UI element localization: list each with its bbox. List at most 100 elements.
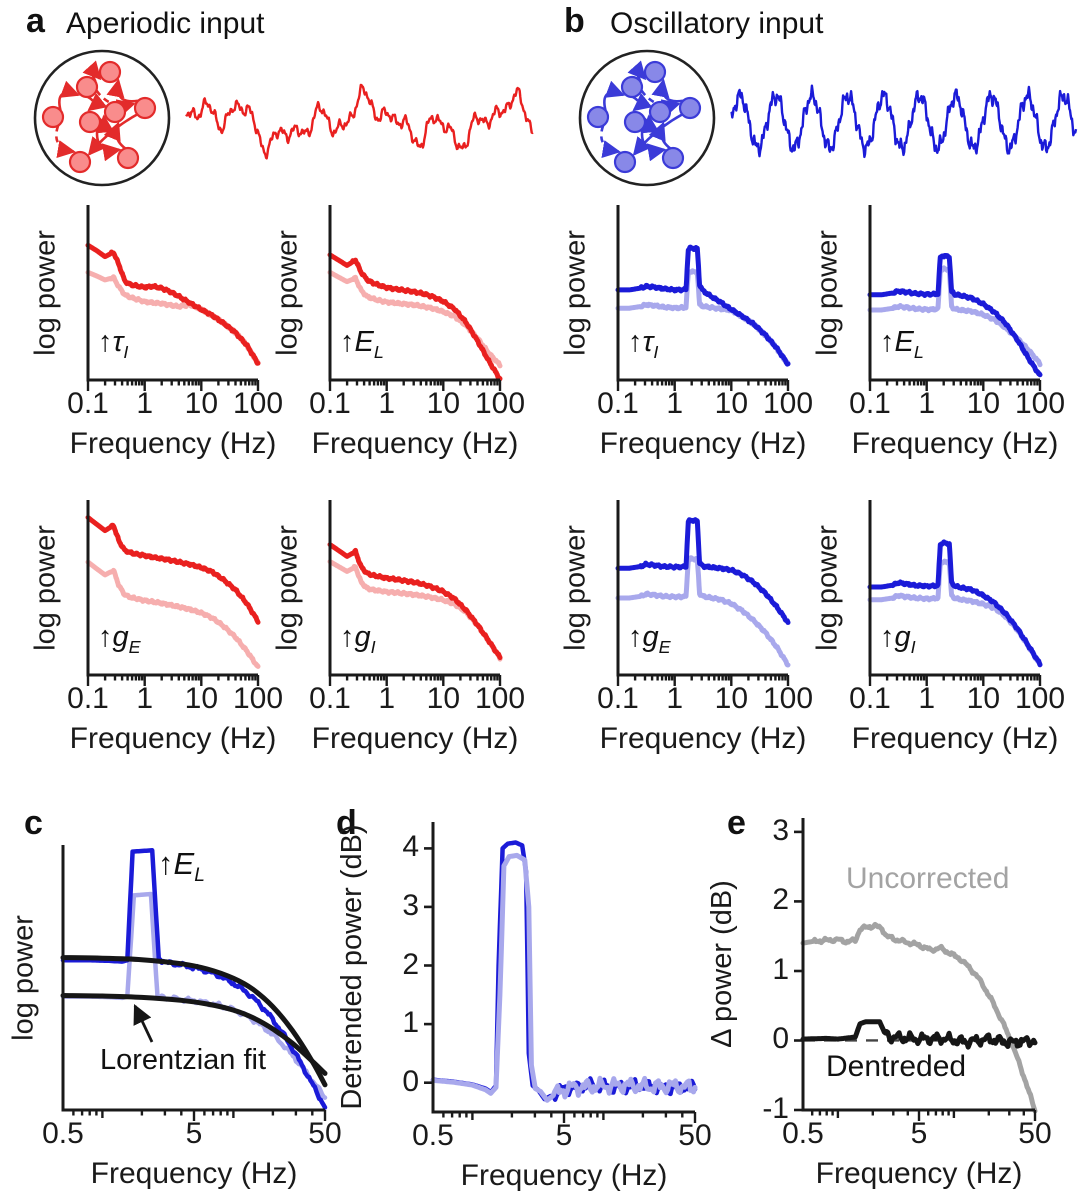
network-node <box>78 110 102 134</box>
network-connection-arrow <box>640 89 681 117</box>
up-arrow-icon: ↑ <box>98 621 113 653</box>
x-tick-label: 0.1 <box>309 682 351 715</box>
network-node <box>586 105 610 129</box>
network-connection-arrow <box>54 125 76 159</box>
panel-label-c: c <box>24 804 43 842</box>
x-tick-label: 10 <box>714 387 749 420</box>
panel-label-a: a <box>26 2 45 40</box>
network-connection-arrow <box>106 78 139 103</box>
series-increased <box>85 242 261 366</box>
network-connection-arrow <box>603 80 625 111</box>
up-arrow-icon: ↑ <box>158 846 174 881</box>
input-trace-oscillatory <box>730 84 1078 159</box>
network-boundary-circle <box>578 49 716 187</box>
param-label-b1: ↑τI <box>628 326 659 362</box>
x-tick-label: 100 <box>232 682 284 715</box>
series-increased <box>430 840 698 1102</box>
x-axis-label: Frequency (Hz) <box>599 722 807 755</box>
network-node <box>68 150 92 174</box>
x-axis-label: Frequency (Hz) <box>311 427 519 460</box>
network-connection-arrow <box>632 92 653 112</box>
spectrum-plot-b1 <box>615 205 791 391</box>
up-arrow-icon: ↑ <box>880 326 895 358</box>
x-axis-label: Frequency (Hz) <box>311 722 519 755</box>
network-node <box>648 100 672 124</box>
network-connection-arrow <box>651 78 684 103</box>
y-tick-label: 2 <box>402 947 419 981</box>
series-increased <box>85 515 261 625</box>
y-tick-label: 0 <box>402 1064 419 1098</box>
y-axis-label: Δ power (dB) <box>706 880 738 1048</box>
y-tick-label: 2 <box>772 883 789 917</box>
x-tick-label: 0.1 <box>597 387 639 420</box>
x-tick-label: 10 <box>714 682 749 715</box>
x-tick-label: 0.1 <box>309 387 351 420</box>
x-axis-label: Frequency (Hz) <box>815 1157 1023 1190</box>
x-tick-label: 100 <box>762 387 814 420</box>
x-tick-label: 100 <box>762 682 814 715</box>
y-axis-label: log power <box>811 524 843 651</box>
x-tick-label: 0.1 <box>67 682 109 715</box>
x-tick-label: 100 <box>232 387 284 420</box>
spectrum-plot-d <box>424 822 698 1123</box>
param-label-b2: ↑EL <box>880 326 924 362</box>
panel-label-d: d <box>336 804 357 842</box>
network-connection-arrow <box>599 125 621 159</box>
y-axis-label: log power <box>29 229 61 356</box>
y-axis-label: log power <box>29 524 61 651</box>
y-tick-label: 1 <box>772 952 789 986</box>
network-connection-arrow <box>640 128 667 162</box>
x-axis-label: Frequency (Hz) <box>90 1157 298 1190</box>
y-axis-label: log power <box>271 524 303 651</box>
network-connection-arrow <box>103 121 127 150</box>
param-label-a4: ↑gI <box>340 621 376 657</box>
x-tick-label: 10 <box>966 682 1001 715</box>
x-tick-label: 100 <box>474 387 526 420</box>
series-increased <box>615 244 791 367</box>
x-tick-label: 100 <box>1014 387 1066 420</box>
spectrum-plot-b3 <box>615 500 791 686</box>
x-tick-label: 1 <box>136 387 153 420</box>
network-node <box>41 105 65 129</box>
x-tick-label: 10 <box>426 387 461 420</box>
x-tick-label: 5 <box>910 1117 928 1150</box>
series-baseline <box>85 559 261 669</box>
x-tick-label: 0.5 <box>782 1117 824 1150</box>
param-label-b3: ↑gE <box>628 621 671 657</box>
x-tick-label: 100 <box>1014 682 1066 715</box>
panel-title-a: Aperiodic input <box>66 7 265 40</box>
uncorrected-label: Uncorrected <box>846 862 1010 895</box>
y-axis-label: Detrended power (dB) <box>336 824 368 1110</box>
network-node <box>133 96 157 120</box>
y-tick-label: 1 <box>402 1006 419 1040</box>
network-node <box>116 146 140 170</box>
network-node <box>103 100 127 124</box>
spectrum-plot-a1 <box>85 205 261 391</box>
x-tick-label: 1 <box>666 387 683 420</box>
detrended-label: Dentreded <box>826 1050 967 1083</box>
series-baseline <box>430 852 698 1103</box>
network-node <box>643 60 667 84</box>
network-diagram-oscillatory <box>578 49 716 187</box>
spectrum-plot-a4 <box>327 500 503 686</box>
x-axis-label: Frequency (Hz) <box>851 427 1059 460</box>
y-tick-label: 0 <box>772 1022 789 1056</box>
series-increased <box>867 253 1043 378</box>
lorentzian-fit-annotation: Lorentzian fit <box>100 1044 267 1076</box>
x-tick-label: 10 <box>184 682 219 715</box>
x-axis-label: Frequency (Hz) <box>460 1159 668 1192</box>
x-tick-label: 0.1 <box>849 682 891 715</box>
y-axis-label: log power <box>811 229 843 356</box>
up-arrow-icon: ↑ <box>628 621 643 653</box>
x-tick-label: 100 <box>474 682 526 715</box>
x-tick-label: 5 <box>185 1117 203 1150</box>
x-axis-label: Frequency (Hz) <box>69 427 277 460</box>
x-tick-label: 0.5 <box>412 1119 454 1152</box>
y-axis-label: log power <box>7 914 39 1041</box>
up-arrow-icon: ↑ <box>340 621 355 653</box>
x-tick-label: 50 <box>1018 1117 1052 1150</box>
x-tick-label: 1 <box>378 387 395 420</box>
panel-label-e: e <box>727 804 746 842</box>
y-tick-label: 3 <box>402 888 419 922</box>
